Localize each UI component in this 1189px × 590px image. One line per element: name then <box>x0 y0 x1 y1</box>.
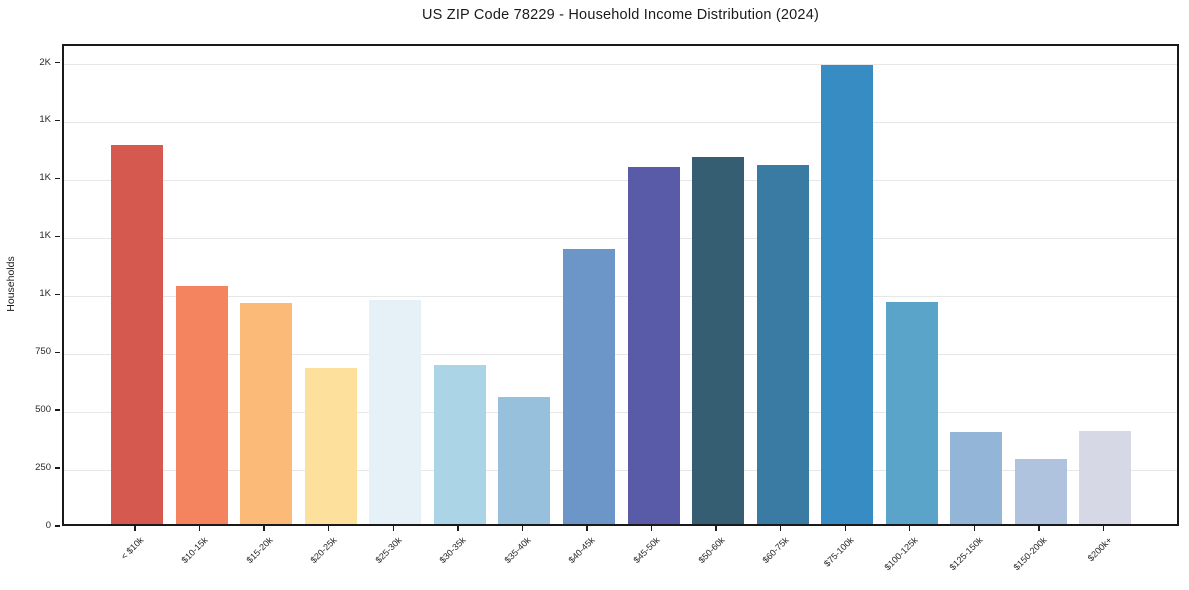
x-tick-mark <box>263 526 265 531</box>
gridline <box>64 411 1177 413</box>
x-tick-mark <box>134 526 136 531</box>
x-tick-label: $60-75k <box>760 535 791 566</box>
bar-20-25k <box>304 367 357 524</box>
y-tick-mark <box>55 119 60 122</box>
chart-title: US ZIP Code 78229 - Household Income Dis… <box>421 7 819 23</box>
x-tick-mark <box>715 526 717 531</box>
y-tick-label: 0 <box>45 520 51 531</box>
x-tick-label: $15-20k <box>244 535 275 566</box>
y-tick-label: 2K <box>39 56 51 68</box>
bar-200k <box>1079 431 1132 524</box>
bar-75-100k <box>821 65 874 524</box>
y-tick-mark <box>55 467 60 469</box>
x-tick-mark <box>973 526 976 531</box>
gridline <box>64 237 1177 239</box>
x-tick-mark <box>844 526 846 531</box>
bar-125-150k <box>950 432 1003 524</box>
bar-100-125k <box>885 301 938 524</box>
y-tick-label: 250 <box>35 462 51 474</box>
y-tick-mark <box>55 177 60 180</box>
x-tick-label: $25-30k <box>373 535 404 566</box>
x-tick-label: < $10k <box>118 535 146 562</box>
x-tick-label: $75-100k <box>821 535 856 569</box>
y-tick-mark <box>55 351 60 353</box>
y-tick-mark <box>55 525 60 527</box>
x-tick-label: $50-60k <box>696 535 727 566</box>
plot-area <box>62 44 1179 526</box>
x-tick-label: $125-150k <box>947 535 985 573</box>
bar-10k <box>111 145 163 524</box>
x-tick-label: $200k+ <box>1085 535 1114 564</box>
bar-60-75k <box>756 164 809 524</box>
x-tick-mark <box>457 526 459 531</box>
x-tick-mark <box>650 526 653 531</box>
x-tick-mark <box>521 526 524 531</box>
x-tick-label: $45-50k <box>631 535 662 566</box>
y-tick-mark <box>55 235 60 238</box>
x-tick-label: $150-200k <box>1011 535 1050 573</box>
x-tick-label: $10-15k <box>179 535 210 566</box>
x-tick-mark <box>1102 526 1105 531</box>
x-tick-mark <box>586 526 588 531</box>
x-tick-mark <box>779 526 782 531</box>
x-tick-mark <box>392 526 394 531</box>
bar-40-45k <box>562 249 615 524</box>
y-tick-label: 1K <box>39 288 51 300</box>
x-tick-mark <box>909 526 911 531</box>
bar-30-35k <box>433 365 486 524</box>
x-tick-label: $100-125k <box>882 535 920 573</box>
y-tick-label: 1K <box>39 114 51 126</box>
gridline <box>64 295 1177 297</box>
y-tick-label: 500 <box>35 404 51 416</box>
bar-10-15k <box>175 286 228 524</box>
bar-50-60k <box>692 156 745 524</box>
gridline <box>64 121 1177 123</box>
x-tick-mark <box>198 526 201 531</box>
x-tick-mark <box>1038 526 1040 531</box>
x-tick-label: $40-45k <box>566 535 598 566</box>
gridline <box>64 469 1177 471</box>
y-tick-label: 1K <box>39 172 51 184</box>
bar-15-20k <box>240 302 293 524</box>
y-tick-label: 750 <box>35 346 51 358</box>
y-axis-label: Households <box>5 256 17 312</box>
bar-25-30k <box>369 300 422 524</box>
y-tick-label: 1K <box>39 230 51 242</box>
x-tick-label: $20-25k <box>308 535 339 566</box>
gridline <box>64 64 1177 66</box>
gridline <box>64 353 1177 355</box>
y-tick-mark <box>55 293 60 295</box>
y-tick-mark <box>55 61 60 64</box>
x-tick-label: $30-35k <box>437 535 468 566</box>
bar-45-50k <box>627 167 680 524</box>
gridline <box>64 179 1177 181</box>
x-tick-label: $35-40k <box>502 535 533 566</box>
bar-150-200k <box>1014 459 1067 524</box>
y-tick-mark <box>55 409 60 411</box>
x-tick-mark <box>327 526 330 531</box>
bar-35-40k <box>498 396 551 524</box>
